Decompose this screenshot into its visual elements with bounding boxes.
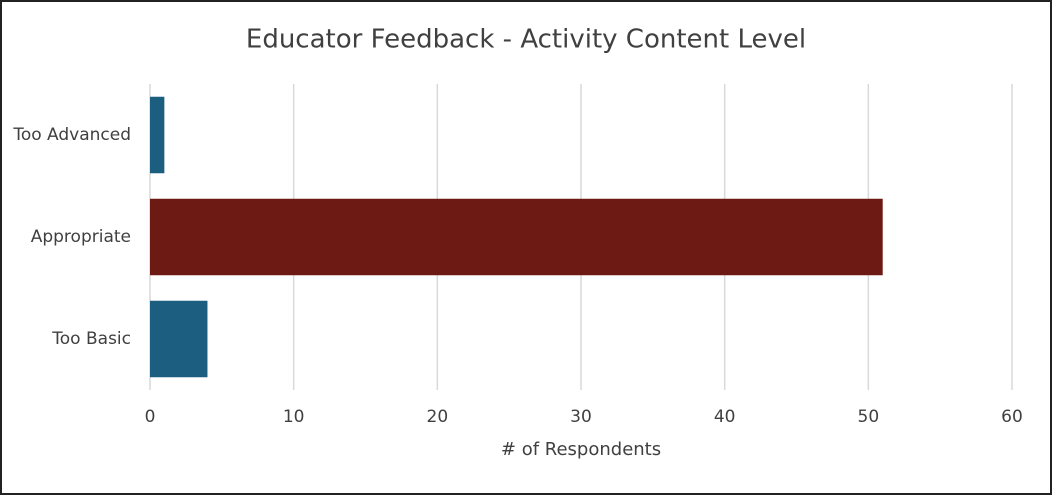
bar	[150, 300, 208, 378]
chart-title: Educator Feedback - Activity Content Lev…	[246, 25, 806, 55]
y-tick-label: Too Basic	[51, 329, 131, 349]
x-tick-label: 0	[145, 407, 156, 427]
x-tick-label: 50	[858, 407, 880, 427]
bar	[150, 96, 165, 174]
x-tick-label: 60	[1001, 407, 1023, 427]
y-tick-label: Too Advanced	[12, 125, 131, 145]
x-tick-label: 20	[427, 407, 449, 427]
bar	[150, 198, 883, 276]
x-tick-label: 10	[283, 407, 305, 427]
x-tick-label: 40	[714, 407, 736, 427]
x-axis-label: # of Respondents	[501, 439, 661, 460]
x-tick-label: 30	[570, 407, 592, 427]
y-tick-label: Appropriate	[31, 227, 131, 247]
